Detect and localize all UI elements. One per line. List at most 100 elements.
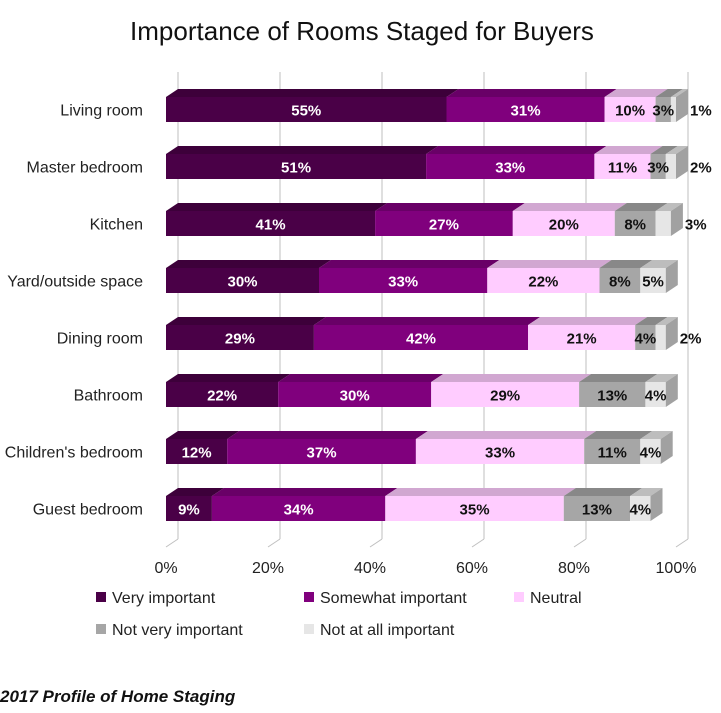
bar-side [665,374,678,407]
data-label: 3% [685,217,707,234]
legend-label: Somewhat important [320,590,467,607]
data-label: 51% [281,160,311,177]
x-axis-ticks: 0% 20% 40% 60% 80% 100% [154,560,696,577]
data-label: 22% [207,388,237,405]
bar-segment [446,97,605,122]
chart-title: Importance of Rooms Staged for Buyers [130,16,594,46]
bar-segment [579,382,646,407]
bar-segment [166,382,279,407]
bar-segment [385,496,564,521]
bar-segment [594,154,651,179]
bar-segment [670,97,676,122]
bar-segment [655,211,671,236]
bar-segment [640,439,661,464]
bar-segment [166,439,228,464]
bar-segment-top [166,488,224,496]
data-label: 2% [680,331,702,348]
bar-segment-top [670,89,688,97]
bar-segment-top [487,260,612,268]
category-label: Yard/outside space [7,274,143,291]
bar-segment [431,382,580,407]
data-label: 42% [406,331,436,348]
category-labels: Living room Master bedroom Kitchen Yard/out… [5,103,143,519]
data-labels: 55% 31% 10% 3% 1% 51% 33% 11% 3% 2% 41% 27% 20% 8% 3% 3… [178,103,712,519]
bar-segment-top [655,317,678,325]
source-note: 2017 Profile of Home Staging [0,687,236,706]
data-label: 30% [340,388,370,405]
data-label: 34% [284,502,314,519]
data-label: 13% [582,502,612,519]
bar-segment-top [614,203,668,211]
bar-segment-top [319,260,500,268]
legend-swatch [304,624,314,634]
bar-segment-top [313,317,541,325]
bar-segment [211,496,386,521]
data-label: 41% [256,217,286,234]
bar-segment [166,325,314,350]
bar-segment-top [528,317,648,325]
bar-segment [227,439,416,464]
bar-segment-top [655,203,683,211]
data-label: 4% [629,502,651,519]
bar-segment [166,97,447,122]
category-label: Children's bedroom [5,445,143,462]
bar-segment [166,268,319,293]
bar-segment-top [512,203,627,211]
bar-segment-top [563,488,643,496]
data-label: 37% [307,445,337,462]
x-tick-label: 40% [354,560,386,577]
bar-segment-top [166,203,388,211]
bar-side [650,488,663,521]
gridline-floor [675,538,689,548]
bar-segment-top [166,317,326,325]
legend-label: Very important [112,590,216,607]
legend-item: Not at all important [304,622,454,640]
data-label: 3% [652,103,674,120]
data-label: 8% [624,217,646,234]
bar-segment-top [426,146,607,154]
bar-segment [512,211,615,236]
category-label: Dining room [57,331,143,348]
bar-segment [166,154,427,179]
bar-segment [487,268,600,293]
legend-label: Neutral [530,590,582,607]
bar-segment-top [630,488,663,496]
bar-segment [599,268,641,293]
legend-swatch [514,592,524,602]
data-label: 1% [690,103,712,120]
data-label: 11% [598,445,627,462]
legend-swatch [304,592,314,602]
bar-segment [319,268,488,293]
bar-segment-top [431,374,592,382]
data-label: 33% [388,274,418,291]
data-label: 10% [615,103,645,120]
bar-segment [415,439,585,464]
data-label: 13% [597,388,627,405]
data-label: 3% [647,160,669,177]
category-label: Guest bedroom [33,502,143,519]
x-tick-label: 20% [252,560,284,577]
data-label: 21% [567,331,597,348]
data-label: 9% [178,502,200,519]
bar-segment [166,211,376,236]
bar-segment-top [640,431,673,439]
bar-segment-top [375,203,525,211]
bar-segment-top [594,146,663,154]
data-label: 30% [227,274,257,291]
bar-segment [584,439,641,464]
bar-side [676,146,688,179]
bar-side [670,203,683,236]
gridline-floor [165,538,179,548]
data-label: 12% [182,445,212,462]
data-label: 22% [528,274,558,291]
bar-segment-top [415,431,597,439]
bar-side [665,317,678,350]
gridline-floor [573,538,587,548]
bar-segment [604,97,656,122]
bar-segment [563,496,631,521]
x-tick-label: 0% [154,560,177,577]
data-label: 4% [645,388,667,405]
bar-segment-top [645,374,678,382]
bar-segment-top [166,431,240,439]
data-label: 27% [429,217,459,234]
